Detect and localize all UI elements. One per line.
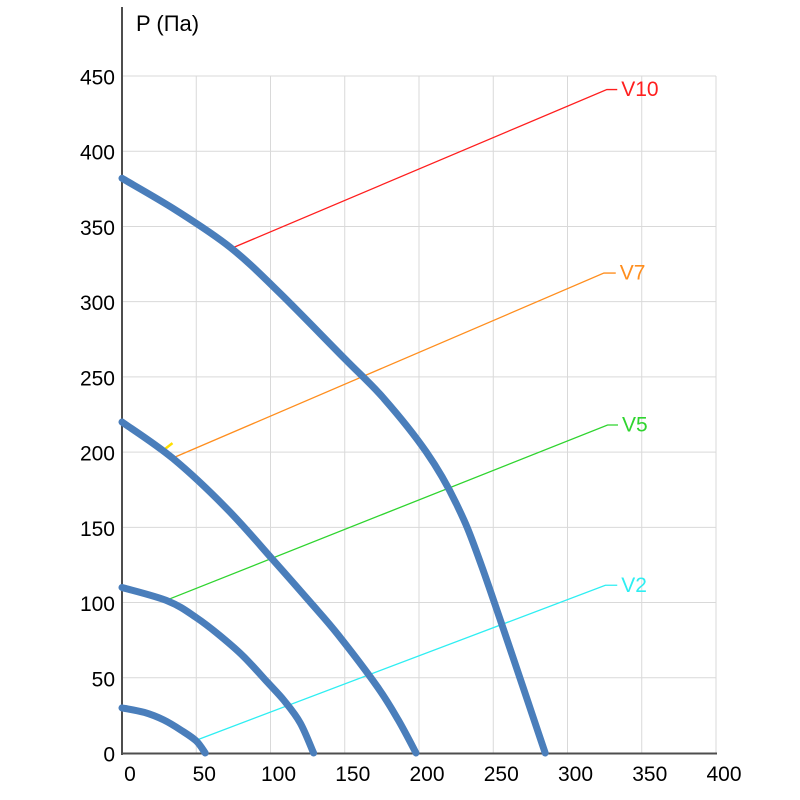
fan-curve-speed-3 bbox=[118, 418, 420, 757]
x-tick-label: 0 bbox=[124, 763, 136, 786]
series-label-V2: V2 bbox=[621, 574, 647, 597]
x-tick-label: 200 bbox=[409, 763, 444, 786]
y-tick-label: 150 bbox=[80, 518, 115, 541]
x-tick-label: 50 bbox=[193, 763, 216, 786]
y-tick-label: 350 bbox=[80, 217, 115, 240]
series-label-V5: V5 bbox=[622, 414, 648, 437]
x-tick-label: 300 bbox=[558, 763, 593, 786]
y-tick-label: 250 bbox=[80, 367, 115, 390]
y-tick-label: 450 bbox=[80, 67, 115, 90]
fan-curve-speed-4 bbox=[118, 174, 549, 757]
y-tick-label: 200 bbox=[80, 443, 115, 466]
annotation-line-V10 bbox=[233, 88, 618, 249]
y-tick-label: 400 bbox=[80, 142, 115, 165]
y-tick-label: 100 bbox=[80, 593, 115, 616]
x-tick-label: 100 bbox=[261, 763, 296, 786]
annotation-line-V5 bbox=[167, 424, 618, 601]
annotation-line-V2 bbox=[196, 584, 618, 741]
y-axis-title: P (Па) bbox=[136, 11, 199, 36]
fan-curve-speed-2 bbox=[118, 584, 318, 757]
x-tick-label: 350 bbox=[632, 763, 667, 786]
y-tick-label: 0 bbox=[103, 744, 115, 767]
series-label-V7: V7 bbox=[620, 262, 646, 285]
x-tick-label: 250 bbox=[484, 763, 519, 786]
fan-curve-speed-1 bbox=[118, 704, 209, 757]
x-tick-label: 400 bbox=[706, 763, 741, 786]
y-tick-label: 50 bbox=[92, 668, 115, 691]
x-tick-label: 150 bbox=[335, 763, 370, 786]
annotation-line-V7 bbox=[172, 272, 616, 459]
series-label-V10: V10 bbox=[621, 78, 658, 101]
y-tick-label: 300 bbox=[80, 292, 115, 315]
